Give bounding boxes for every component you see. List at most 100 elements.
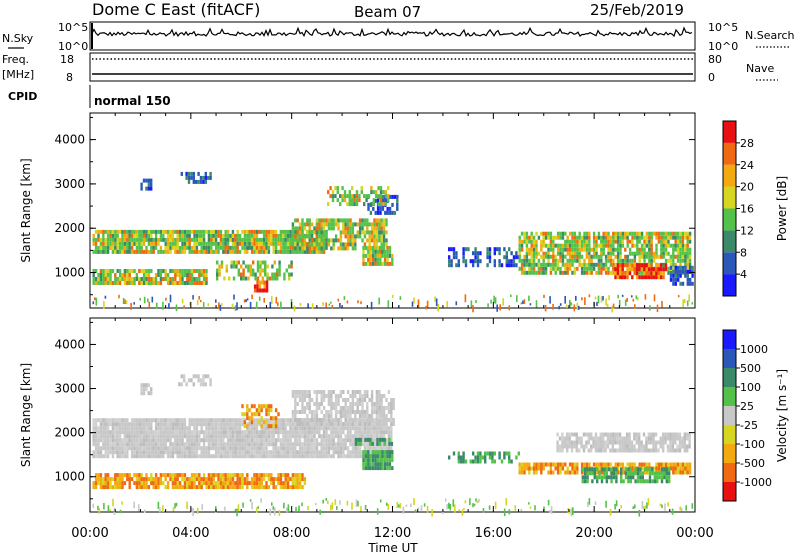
data-cell bbox=[133, 281, 136, 285]
data-cell bbox=[260, 442, 263, 447]
data-cell bbox=[181, 442, 184, 447]
data-cell bbox=[128, 430, 131, 435]
data-cell bbox=[334, 430, 338, 435]
data-cell bbox=[386, 249, 389, 254]
data-cell bbox=[102, 418, 105, 423]
data-cell bbox=[186, 281, 189, 285]
data-cell bbox=[92, 277, 95, 281]
data-cell bbox=[373, 218, 376, 223]
data-cell bbox=[207, 374, 210, 379]
data-cell bbox=[368, 222, 371, 227]
data-cell bbox=[138, 249, 141, 254]
data-cell bbox=[166, 277, 170, 281]
data-cell bbox=[147, 422, 151, 427]
data-cell bbox=[111, 426, 115, 431]
data-cell bbox=[202, 179, 205, 184]
data-cell bbox=[207, 418, 211, 423]
data-cell bbox=[593, 475, 596, 480]
data-cell bbox=[322, 229, 326, 234]
data-cell bbox=[238, 485, 242, 490]
data-cell bbox=[351, 202, 354, 207]
data-cell bbox=[655, 247, 658, 252]
data-cell bbox=[140, 245, 143, 250]
data-cell bbox=[250, 442, 254, 447]
data-cell bbox=[306, 430, 309, 435]
data-cell bbox=[164, 438, 167, 443]
data-cell bbox=[535, 239, 538, 244]
data-cell bbox=[681, 436, 684, 441]
data-cell bbox=[282, 442, 285, 447]
data-cell bbox=[588, 247, 591, 252]
data-cell bbox=[318, 450, 321, 455]
data-cell bbox=[150, 277, 153, 281]
data-cell bbox=[348, 194, 351, 199]
data-cell bbox=[339, 238, 343, 243]
data-cell bbox=[607, 231, 610, 236]
data-cell bbox=[611, 436, 614, 441]
data-cell bbox=[111, 249, 115, 254]
data-cell bbox=[157, 501, 160, 509]
data-cell bbox=[262, 442, 266, 447]
data-cell bbox=[145, 422, 148, 427]
data-cell bbox=[193, 233, 196, 238]
data-cell bbox=[633, 436, 636, 441]
data-cell bbox=[265, 442, 268, 447]
data-cell bbox=[212, 422, 215, 427]
data-cell bbox=[283, 272, 286, 277]
data-cell bbox=[643, 462, 646, 467]
data-cell bbox=[349, 414, 352, 418]
data-cell bbox=[198, 434, 201, 439]
data-cell bbox=[360, 301, 362, 305]
data-cell bbox=[566, 262, 569, 267]
data-cell bbox=[580, 262, 584, 267]
data-cell bbox=[327, 500, 329, 504]
data-cell bbox=[322, 446, 326, 451]
data-cell bbox=[337, 418, 340, 422]
data-cell bbox=[657, 462, 661, 467]
data-cell bbox=[169, 422, 172, 427]
data-cell bbox=[528, 235, 531, 240]
data-cell bbox=[126, 454, 129, 459]
data-cell bbox=[118, 269, 122, 273]
data-cell bbox=[157, 422, 160, 427]
data-cell bbox=[102, 454, 105, 459]
data-cell bbox=[289, 241, 292, 246]
data-cell bbox=[226, 233, 230, 238]
data-cell bbox=[150, 249, 153, 254]
data-cell bbox=[159, 233, 163, 238]
data-cell bbox=[373, 230, 376, 235]
data-cell bbox=[576, 247, 579, 252]
data-cell bbox=[92, 438, 95, 443]
data-cell bbox=[289, 418, 292, 423]
data-cell bbox=[188, 454, 191, 459]
station-title: Dome C East (fitACF) bbox=[92, 0, 260, 19]
data-cell bbox=[234, 422, 237, 427]
data-cell bbox=[482, 508, 485, 513]
data-cell bbox=[620, 505, 622, 509]
data-cell bbox=[382, 434, 386, 439]
data-cell bbox=[178, 273, 182, 277]
data-cell bbox=[296, 226, 299, 231]
data-cell bbox=[291, 242, 295, 247]
data-cell bbox=[279, 438, 283, 443]
data-cell bbox=[344, 246, 347, 251]
data-cell bbox=[133, 249, 136, 254]
data-cell bbox=[217, 434, 220, 439]
data-cell bbox=[126, 269, 129, 273]
data-cell bbox=[238, 454, 242, 459]
data-cell bbox=[178, 485, 182, 490]
data-cell bbox=[156, 302, 158, 309]
data-cell bbox=[691, 281, 694, 286]
data-cell bbox=[169, 269, 172, 273]
data-cell bbox=[616, 263, 620, 268]
data-cell bbox=[308, 249, 311, 254]
data-cell bbox=[645, 263, 648, 268]
data-cell bbox=[472, 503, 474, 508]
data-cell bbox=[609, 254, 613, 259]
data-cell bbox=[599, 432, 602, 437]
data-cell bbox=[636, 467, 640, 472]
data-cell bbox=[229, 481, 232, 486]
data-cell bbox=[147, 430, 151, 435]
data-cell bbox=[258, 284, 262, 289]
data-cell bbox=[243, 438, 247, 443]
